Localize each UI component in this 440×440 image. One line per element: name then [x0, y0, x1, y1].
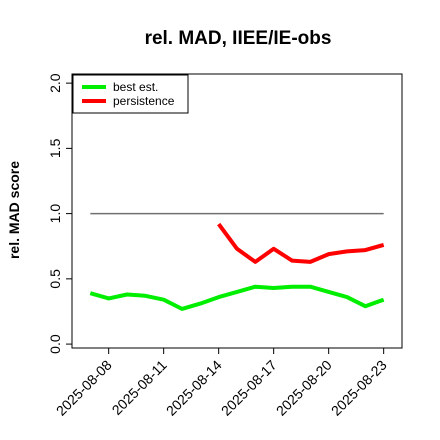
x-tick-label: 2025-08-14 — [163, 357, 225, 419]
x-tick-label: 2025-08-23 — [328, 357, 390, 419]
series-line-best-est — [89, 284, 385, 311]
legend-label: best est. — [113, 80, 158, 94]
x-tick-label: 2025-08-20 — [273, 357, 335, 419]
y-tick-label: 1.5 — [47, 138, 63, 158]
x-tick-label: 2025-08-11 — [109, 357, 170, 418]
series-line-persistence — [217, 222, 385, 264]
x-tick-label: 2025-08-08 — [53, 357, 115, 419]
y-tick-label: 1.0 — [47, 204, 63, 224]
y-tick-label: 0.0 — [47, 334, 63, 354]
y-axis-label: rel. MAD score — [6, 161, 22, 259]
y-tick-label: 2.0 — [47, 73, 63, 93]
legend-label: persistence — [113, 94, 175, 108]
plot-frame — [71, 73, 403, 349]
legend-box — [72, 74, 189, 114]
x-tick-label: 2025-08-17 — [218, 357, 280, 419]
y-tick-label: 0.5 — [47, 269, 63, 289]
chart-title: rel. MAD, IIEE/IE-obs — [145, 28, 332, 49]
